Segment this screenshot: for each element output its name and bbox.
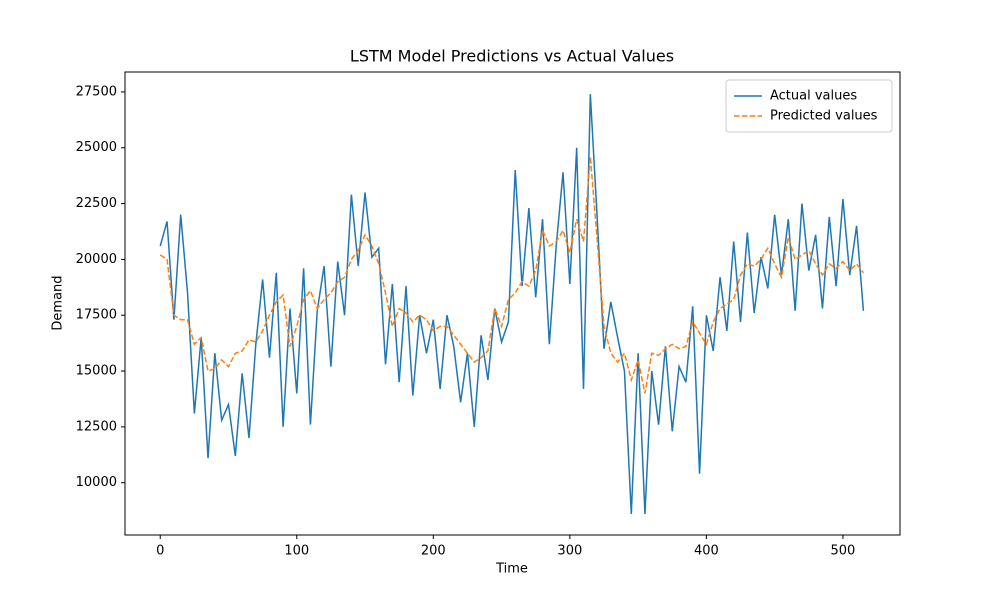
x-tick-label: 0	[156, 544, 164, 559]
y-tick-label: 25000	[76, 140, 117, 155]
legend-label: Predicted values	[770, 109, 878, 124]
y-tick-label: 10000	[76, 475, 117, 490]
y-tick-label: 22500	[76, 196, 117, 211]
data-line	[159, 94, 865, 514]
x-tick-label: 500	[831, 544, 856, 559]
x-tick-label: 300	[557, 544, 582, 559]
y-tick-label: 17500	[76, 308, 117, 323]
plot-frame	[124, 71, 901, 536]
legend-label: Actual values	[770, 89, 857, 104]
x-tick-label: 100	[284, 544, 309, 559]
y-tick-label: 12500	[76, 419, 117, 434]
y-tick-label: 15000	[76, 364, 117, 379]
x-axis-label: Time	[495, 562, 528, 577]
y-tick-label: 27500	[76, 84, 117, 99]
chart-title: LSTM Model Predictions vs Actual Values	[350, 47, 674, 66]
x-tick-label: 400	[694, 544, 719, 559]
x-tick-label: 200	[421, 544, 446, 559]
legend-box	[725, 79, 893, 133]
y-axis-label: Demand	[51, 275, 66, 330]
data-line	[159, 156, 865, 394]
y-tick-label: 20000	[76, 252, 117, 267]
